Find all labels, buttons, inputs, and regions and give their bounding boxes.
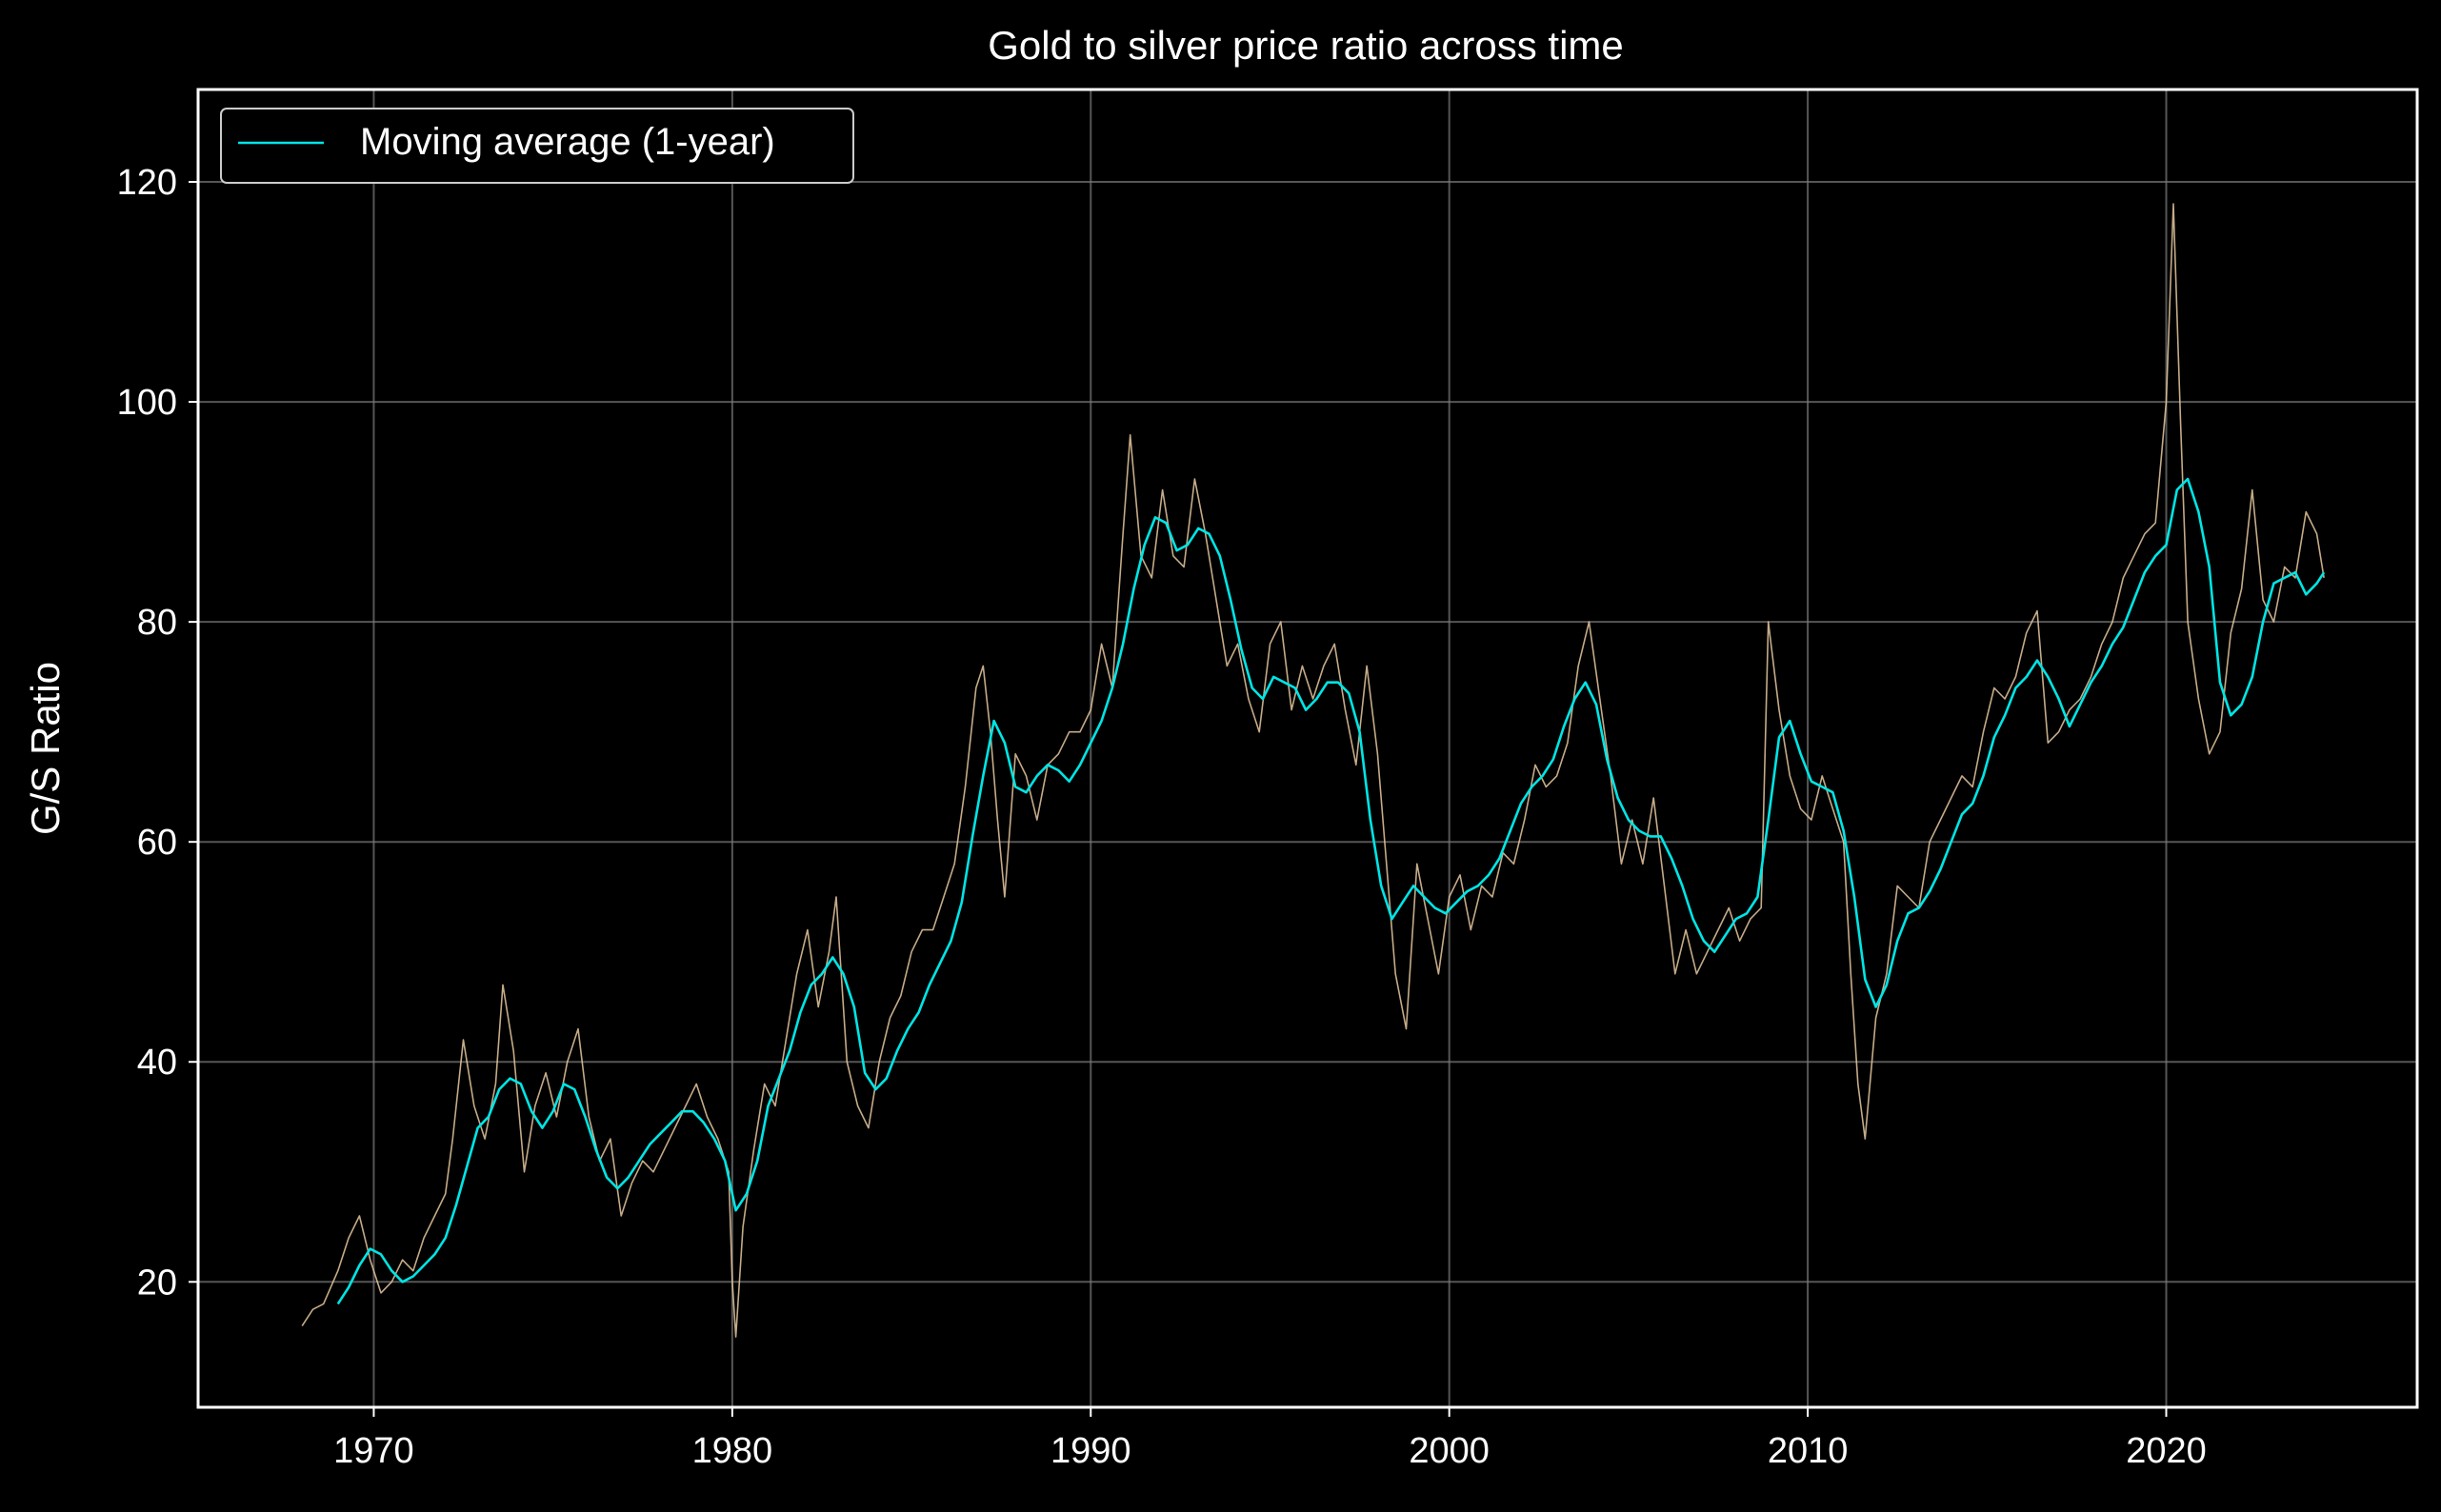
x-axis: 1970 1980 1990 2000 2010 2020 xyxy=(333,1407,2207,1471)
legend-box xyxy=(220,108,854,184)
y-axis: 20 40 60 80 100 120 xyxy=(117,163,198,1303)
raw-ratio-line xyxy=(301,203,2325,1338)
legend-label: Moving average (1-year) xyxy=(360,121,775,163)
y-tick-label: 20 xyxy=(137,1263,177,1303)
x-tick-label: 2000 xyxy=(1409,1431,1490,1471)
moving-average-line xyxy=(336,477,2326,1305)
chart-title: Gold to silver price ratio across time xyxy=(988,23,1624,68)
y-tick-label: 100 xyxy=(117,383,177,423)
plot-frame xyxy=(196,88,2419,1409)
y-tick-label: 40 xyxy=(137,1043,177,1083)
x-tick-label: 2020 xyxy=(2126,1431,2207,1471)
raw-ratio-series xyxy=(301,203,2325,1338)
y-axis-label: G/S Ratio xyxy=(23,662,68,835)
y-tick-label: 60 xyxy=(137,823,177,863)
x-tick-label: 1980 xyxy=(692,1431,773,1471)
x-tick-label: 2010 xyxy=(1768,1431,1849,1471)
x-tick-label: 1970 xyxy=(333,1431,414,1471)
y-tick-label: 80 xyxy=(137,603,177,643)
y-tick-label: 120 xyxy=(117,163,177,203)
x-tick-label: 1990 xyxy=(1050,1431,1131,1471)
legend: Moving average (1-year) xyxy=(220,108,854,184)
moving-average-series xyxy=(336,477,2326,1305)
